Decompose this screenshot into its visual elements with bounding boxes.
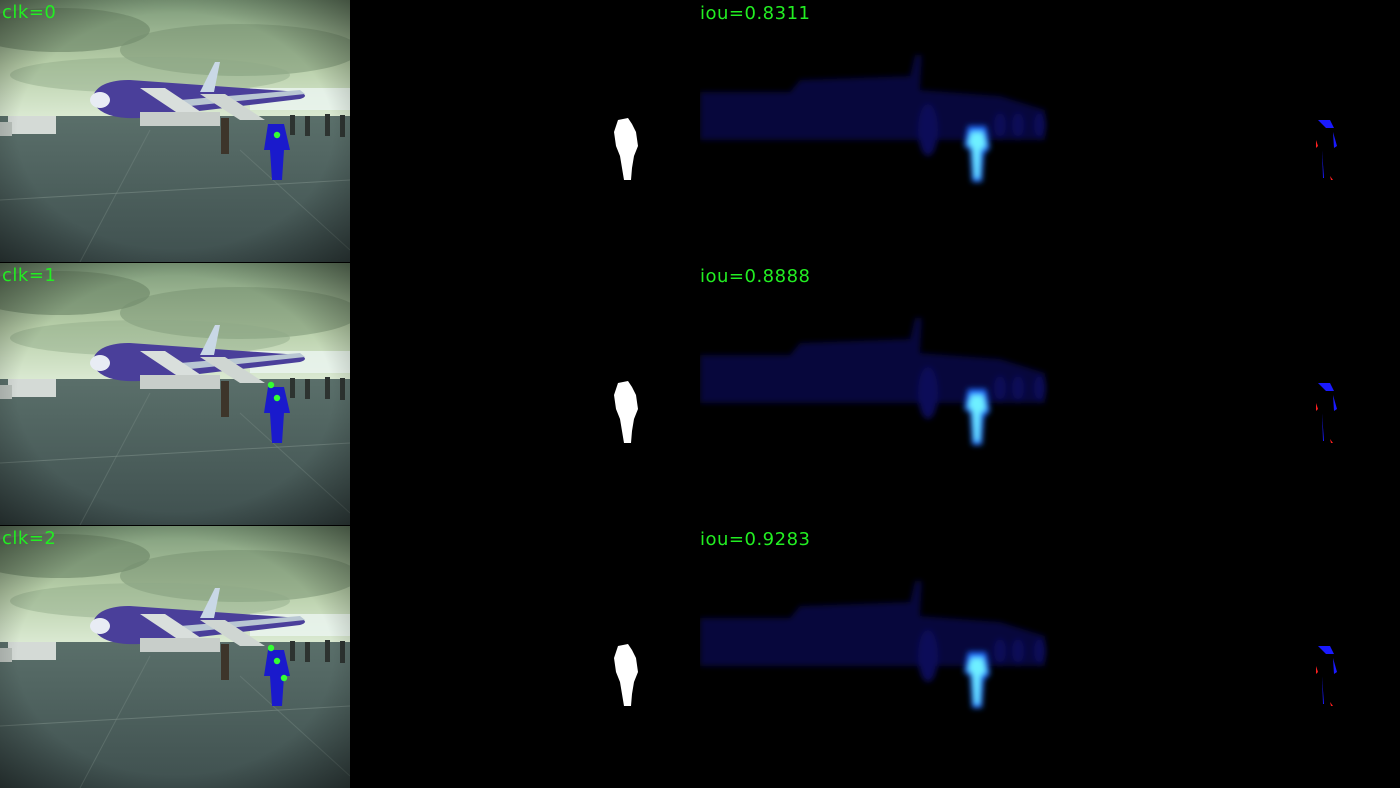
ground-truth-mask-panel — [350, 526, 700, 788]
click-count-label: clk=1 — [2, 265, 57, 286]
probability-map — [700, 581, 1046, 708]
probability-map-panel: iou=0.8311 — [700, 0, 1050, 262]
click-point — [280, 674, 288, 682]
airport-photo — [0, 0, 350, 262]
click-count-label: clk=2 — [2, 528, 57, 549]
error-map-panel — [1050, 263, 1400, 525]
photo-panel[interactable]: clk=0 — [0, 0, 350, 262]
photo-panel[interactable]: clk=1 — [0, 263, 350, 525]
error-map — [1316, 383, 1337, 443]
ground-truth-mask-panel — [350, 0, 700, 262]
result-row: clk=2 iou=0.9283 — [0, 526, 1400, 788]
click-point — [273, 131, 281, 139]
probability-map — [700, 55, 1046, 182]
error-map-panel — [1050, 526, 1400, 788]
iou-score-label: iou=0.8311 — [700, 3, 811, 24]
iou-score-label: iou=0.8888 — [700, 266, 811, 287]
airport-photo — [0, 263, 350, 525]
iou-score-label: iou=0.9283 — [700, 529, 811, 550]
click-point — [267, 644, 275, 652]
error-map — [1316, 646, 1337, 706]
click-point — [273, 394, 281, 402]
click-count-label: clk=0 — [2, 2, 57, 23]
result-row: clk=0 iou=0.8311 — [0, 0, 1400, 262]
error-map — [1316, 120, 1337, 180]
click-point — [273, 657, 281, 665]
probability-map — [700, 318, 1046, 445]
ground-truth-mask — [614, 381, 638, 443]
ground-truth-mask — [614, 118, 638, 180]
ground-truth-mask — [614, 644, 638, 706]
photo-panel[interactable]: clk=2 — [0, 526, 350, 788]
click-point — [267, 381, 275, 389]
probability-map-panel: iou=0.8888 — [700, 263, 1050, 525]
result-row: clk=1 iou=0.8888 — [0, 263, 1400, 525]
ground-truth-mask-panel — [350, 263, 700, 525]
airport-photo — [0, 526, 350, 788]
probability-map-panel: iou=0.9283 — [700, 526, 1050, 788]
error-map-panel — [1050, 0, 1400, 262]
